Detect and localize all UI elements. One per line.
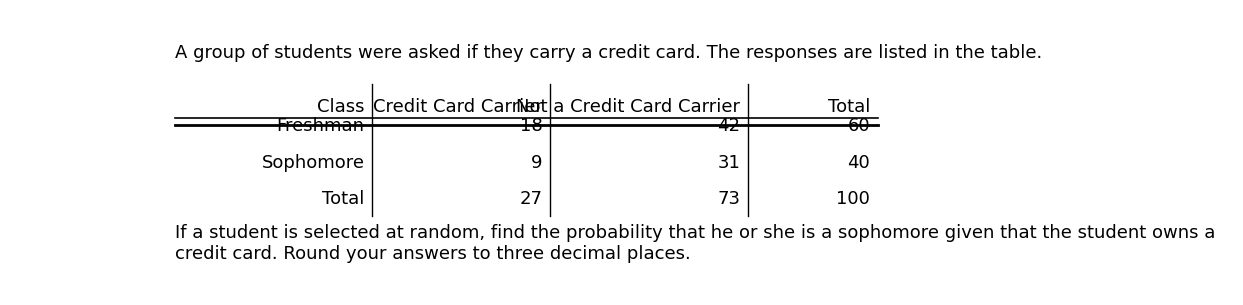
Text: 42: 42 bbox=[717, 117, 740, 135]
Text: Freshman: Freshman bbox=[276, 117, 364, 135]
Text: 27: 27 bbox=[520, 190, 543, 208]
Text: 73: 73 bbox=[717, 190, 740, 208]
Text: Class: Class bbox=[317, 98, 364, 116]
Text: 18: 18 bbox=[520, 117, 543, 135]
Text: 40: 40 bbox=[848, 154, 870, 172]
Text: Credit Card Carrier: Credit Card Carrier bbox=[373, 98, 543, 116]
Text: 9: 9 bbox=[531, 154, 543, 172]
Text: Sophomore: Sophomore bbox=[261, 154, 364, 172]
Text: 60: 60 bbox=[848, 117, 870, 135]
Text: Total: Total bbox=[828, 98, 870, 116]
Text: A group of students were asked if they carry a credit card. The responses are li: A group of students were asked if they c… bbox=[174, 44, 1042, 62]
Text: Total: Total bbox=[322, 190, 364, 208]
Text: Not a Credit Card Carrier: Not a Credit Card Carrier bbox=[516, 98, 740, 116]
Text: If a student is selected at random, find the probability that he or she is a sop: If a student is selected at random, find… bbox=[174, 224, 1214, 263]
Text: 100: 100 bbox=[837, 190, 870, 208]
Text: 31: 31 bbox=[717, 154, 740, 172]
